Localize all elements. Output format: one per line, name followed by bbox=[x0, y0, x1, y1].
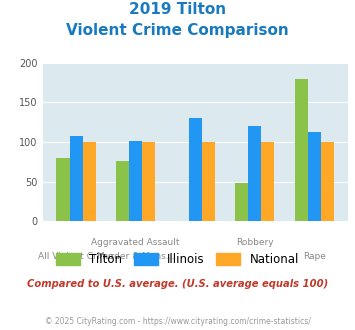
Bar bbox=[116, 161, 129, 221]
Text: Aggravated Assault: Aggravated Assault bbox=[92, 238, 180, 247]
Bar bbox=[56, 158, 70, 221]
Text: Rape: Rape bbox=[303, 252, 326, 261]
Bar bbox=[248, 126, 261, 221]
Text: 2019 Tilton: 2019 Tilton bbox=[129, 2, 226, 16]
Text: Compared to U.S. average. (U.S. average equals 100): Compared to U.S. average. (U.S. average … bbox=[27, 279, 328, 289]
Bar bbox=[202, 142, 215, 221]
Bar bbox=[308, 132, 321, 221]
Bar bbox=[321, 142, 334, 221]
Text: Violent Crime Comparison: Violent Crime Comparison bbox=[66, 23, 289, 38]
Bar bbox=[142, 142, 155, 221]
Bar bbox=[295, 79, 308, 221]
Legend: Tilton, Illinois, National: Tilton, Illinois, National bbox=[51, 248, 304, 271]
Bar bbox=[129, 141, 142, 221]
Bar bbox=[70, 136, 83, 221]
Text: Murder & Mans...: Murder & Mans... bbox=[97, 252, 174, 261]
Text: © 2025 CityRating.com - https://www.cityrating.com/crime-statistics/: © 2025 CityRating.com - https://www.city… bbox=[45, 317, 310, 326]
Text: All Violent Crime: All Violent Crime bbox=[38, 252, 114, 261]
Bar bbox=[189, 118, 202, 221]
Bar bbox=[83, 142, 96, 221]
Text: Robbery: Robbery bbox=[236, 238, 274, 247]
Bar bbox=[235, 183, 248, 221]
Bar bbox=[261, 142, 274, 221]
